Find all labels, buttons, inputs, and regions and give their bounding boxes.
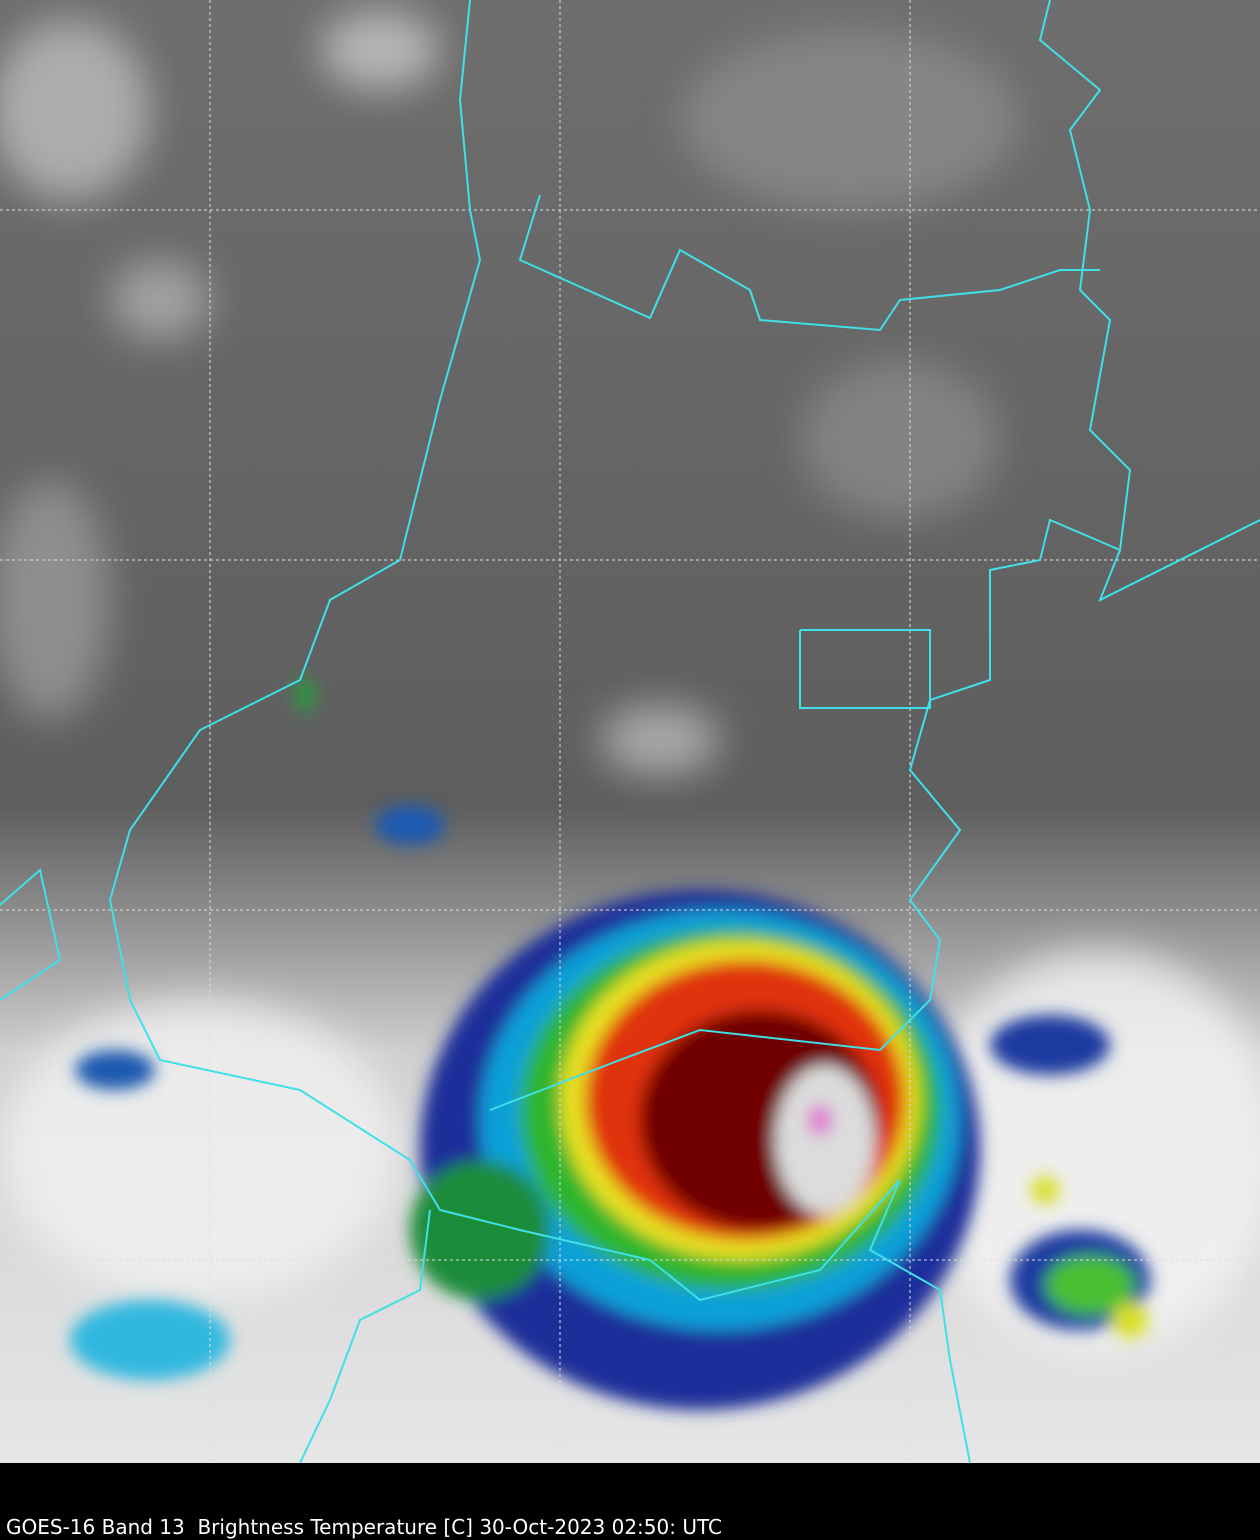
satellite-image (0, 0, 1260, 1463)
image-caption: GOES-16 Band 13 Brightness Temperature [… (6, 1515, 722, 1539)
